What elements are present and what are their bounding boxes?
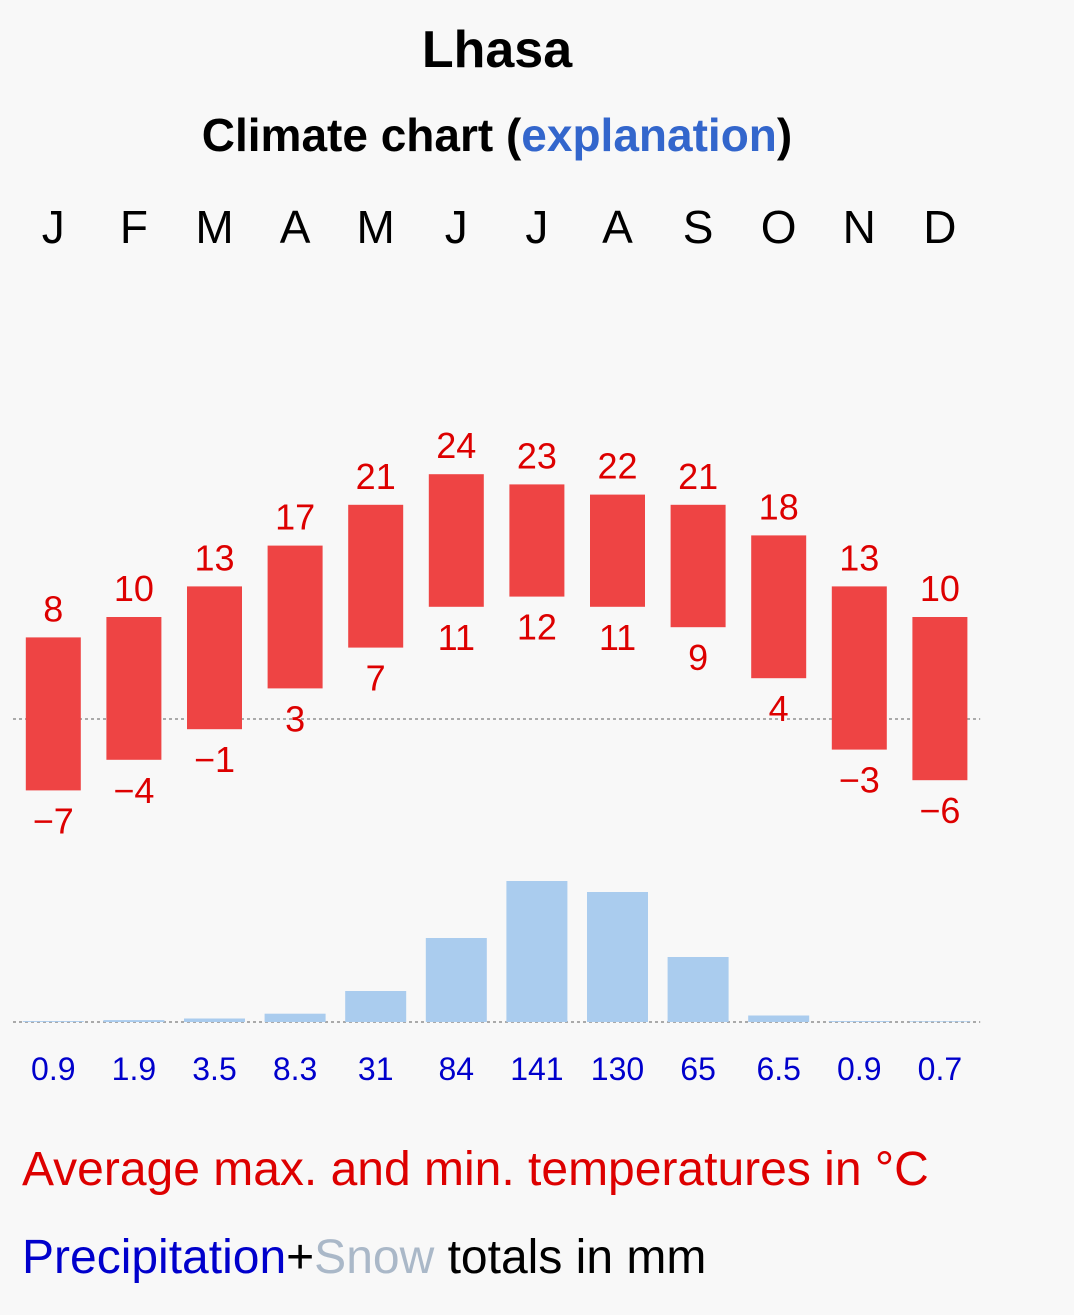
max-temp-label: 13 [839, 537, 879, 578]
precipitation-label: 6.5 [756, 1051, 800, 1087]
min-temp-label: 4 [769, 688, 789, 729]
min-temp-label: −7 [33, 800, 74, 841]
precipitation-bar [587, 892, 648, 1022]
temperature-bar [187, 586, 242, 730]
min-temp-label: 7 [366, 658, 386, 699]
legend-precip-word: Precipitation [22, 1231, 287, 1284]
max-temp-label: 13 [194, 537, 234, 578]
legend-temperature: Average max. and min. temperatures in °C [22, 1143, 929, 1196]
chart-subtitle: Climate chart (explanation) [0, 108, 994, 162]
precipitation-label: 0.7 [918, 1051, 962, 1087]
month-label: O [761, 201, 797, 253]
min-temp-label: 3 [285, 698, 305, 739]
temperature-bar [831, 586, 887, 750]
max-temp-label: 24 [436, 425, 476, 466]
max-temp-label: 8 [43, 588, 63, 629]
precipitation-bar [264, 1013, 326, 1022]
temperature-bar [348, 504, 404, 648]
month-label: A [280, 201, 311, 253]
temperature-bar [509, 484, 565, 597]
max-temp-label: 10 [920, 568, 960, 609]
precipitation-label: 84 [439, 1051, 475, 1087]
month-label: J [42, 201, 65, 253]
temperature-bar [106, 617, 162, 760]
explanation-link[interactable]: explanation [521, 109, 777, 161]
precipitation-bar [22, 1021, 84, 1022]
climate-chart: J F M A M J J A S O N D8−710−413−117321724112312221… [13, 201, 981, 1087]
max-temp-label: 22 [597, 446, 637, 487]
temperature-bar [751, 535, 807, 679]
temperature-bar [428, 474, 484, 607]
min-temp-label: −3 [839, 760, 880, 801]
min-temp-label: 11 [599, 617, 636, 658]
legend-plus: + [286, 1231, 315, 1284]
legend-precipitation: Precipitation+Snow totals in mm [22, 1230, 706, 1285]
temperature-bar [912, 617, 968, 781]
precipitation-label: 1.9 [112, 1051, 156, 1087]
month-label: M [195, 201, 233, 253]
precipitation-bar [345, 991, 407, 1022]
chart-title: Lhasa [421, 21, 573, 79]
precipitation-label: 0.9 [31, 1051, 75, 1087]
precipitation-label: 130 [591, 1051, 644, 1087]
max-temp-label: 17 [275, 497, 315, 538]
precipitation-label: 141 [510, 1051, 563, 1087]
precipitation-bar [909, 1021, 971, 1022]
month-label: F [120, 201, 148, 253]
precipitation-bar [667, 957, 729, 1022]
min-temp-label: 9 [688, 637, 708, 678]
max-temp-label: 10 [114, 568, 154, 609]
month-label: S [683, 201, 714, 253]
min-temp-label: −4 [113, 770, 154, 811]
min-temp-label: 12 [517, 607, 557, 648]
precipitation-bar [506, 881, 568, 1022]
legend-snow-word: Snow [314, 1231, 435, 1284]
subtitle-prefix: Climate chart ( [201, 109, 522, 161]
month-label: M [357, 201, 395, 253]
max-temp-label: 21 [356, 456, 396, 497]
max-temp-label: 18 [759, 486, 799, 527]
precipitation-bar [748, 1015, 810, 1022]
precipitation-label: 3.5 [192, 1051, 236, 1087]
month-label: J [525, 201, 548, 253]
precipitation-bar [828, 1021, 890, 1022]
temperature-bar [267, 545, 323, 689]
temperature-bar [590, 494, 645, 607]
legend-totals: totals in mm [434, 1231, 707, 1284]
month-label: N [843, 201, 876, 253]
precipitation-label: 31 [358, 1051, 394, 1087]
max-temp-label: 21 [678, 456, 718, 497]
min-temp-label: −6 [919, 790, 960, 831]
precipitation-label: 0.9 [837, 1051, 881, 1087]
precipitation-bar [425, 938, 487, 1022]
precipitation-label: 65 [680, 1051, 716, 1087]
month-label: D [923, 201, 956, 253]
max-temp-label: 23 [517, 435, 557, 476]
min-temp-label: 11 [438, 617, 475, 658]
temperature-bar [25, 637, 81, 791]
month-label: A [602, 201, 633, 253]
precipitation-bar [184, 1018, 245, 1022]
precipitation-label: 8.3 [273, 1051, 317, 1087]
temperature-bar [670, 504, 726, 628]
min-temp-label: −1 [194, 739, 235, 780]
month-label: J [445, 201, 468, 253]
precipitation-bar [103, 1020, 165, 1022]
subtitle-suffix: ) [776, 109, 793, 161]
